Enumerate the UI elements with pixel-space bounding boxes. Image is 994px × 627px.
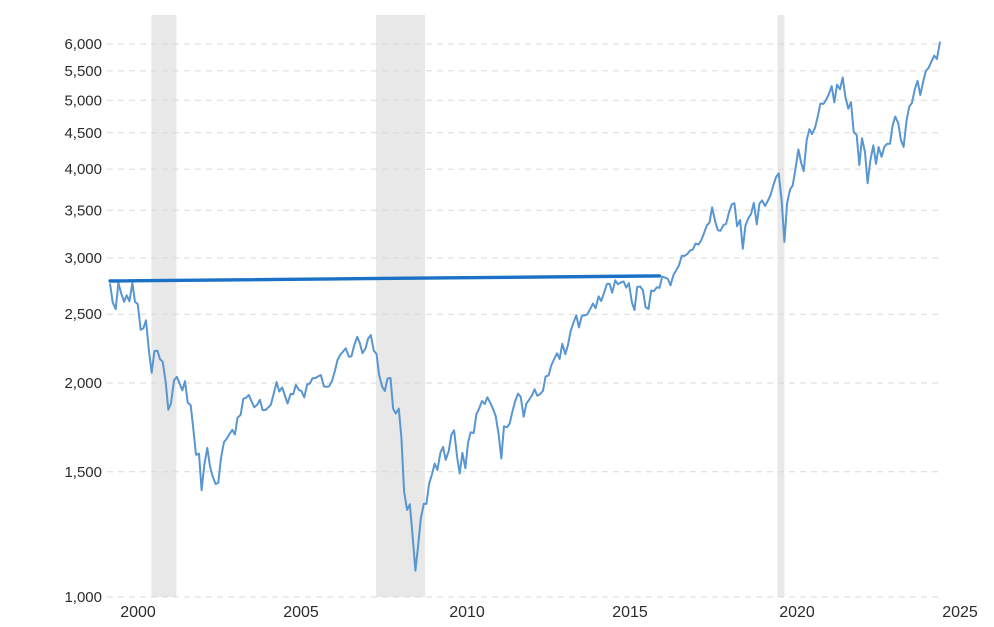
y-axis-label: 4,500 bbox=[64, 125, 102, 142]
price-series-line bbox=[109, 41, 941, 572]
recession-band bbox=[151, 15, 177, 597]
y-axis-label: 3,500 bbox=[64, 202, 102, 219]
y-axis-label: 4,000 bbox=[64, 161, 102, 178]
recession-bands-layer bbox=[151, 15, 785, 597]
axis-labels-layer: 6,000 5,500 5,000 4,500 4,000 3,500 3,000 2,500… bbox=[64, 36, 977, 621]
x-axis-label: 2020 bbox=[779, 604, 815, 621]
x-axis-label: 2015 bbox=[612, 604, 648, 621]
recession-band bbox=[376, 15, 426, 597]
y-axis-label: 5,500 bbox=[64, 63, 102, 80]
y-axis-label: 5,000 bbox=[64, 92, 102, 109]
y-axis-label: 2,500 bbox=[64, 306, 102, 323]
gridlines-layer bbox=[107, 43, 940, 598]
y-axis-label: 3,000 bbox=[64, 250, 102, 267]
y-axis-label: 1,000 bbox=[64, 589, 102, 606]
y-axis-label: 1,500 bbox=[64, 464, 102, 481]
x-axis-label: 2010 bbox=[449, 604, 485, 621]
series-layer bbox=[109, 41, 941, 572]
recession-band bbox=[777, 15, 785, 597]
prior-peak-annotation-line bbox=[108, 274, 662, 283]
x-axis-label: 2000 bbox=[120, 604, 156, 621]
x-axis-label: 2025 bbox=[942, 604, 978, 621]
y-axis-label: 6,000 bbox=[64, 36, 102, 53]
x-axis-label: 2005 bbox=[283, 604, 319, 621]
y-axis-label: 2,000 bbox=[64, 375, 102, 392]
annotation-layer bbox=[108, 274, 662, 283]
